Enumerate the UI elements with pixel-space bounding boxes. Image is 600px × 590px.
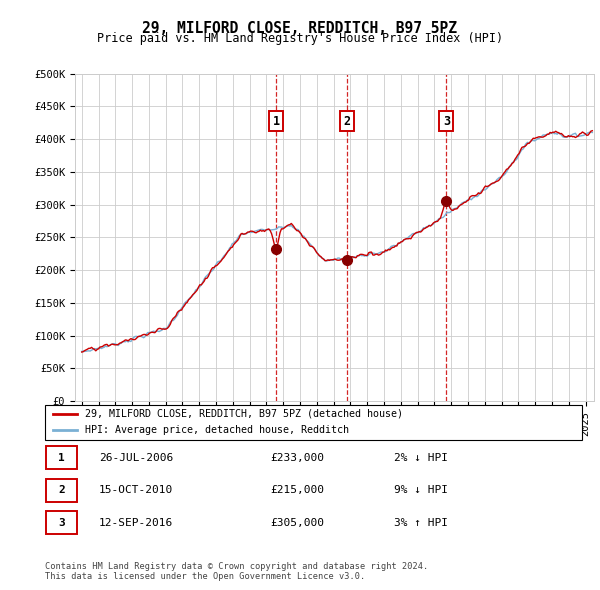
Text: 3: 3	[443, 114, 450, 127]
Text: 29, MILFORD CLOSE, REDDITCH, B97 5PZ: 29, MILFORD CLOSE, REDDITCH, B97 5PZ	[143, 21, 458, 35]
Text: 2: 2	[343, 114, 350, 127]
Text: 1: 1	[58, 453, 65, 463]
Text: 9% ↓ HPI: 9% ↓ HPI	[394, 486, 448, 495]
Text: £305,000: £305,000	[271, 518, 325, 527]
Text: 3% ↑ HPI: 3% ↑ HPI	[394, 518, 448, 527]
Bar	[46, 511, 77, 535]
Text: £233,000: £233,000	[271, 453, 325, 463]
Text: £215,000: £215,000	[271, 486, 325, 495]
Bar	[46, 447, 77, 470]
Text: 12-SEP-2016: 12-SEP-2016	[98, 518, 173, 527]
Text: 3: 3	[58, 518, 65, 527]
Text: 26-JUL-2006: 26-JUL-2006	[98, 453, 173, 463]
Text: This data is licensed under the Open Government Licence v3.0.: This data is licensed under the Open Gov…	[45, 572, 365, 581]
Text: 15-OCT-2010: 15-OCT-2010	[98, 486, 173, 495]
Text: 2% ↓ HPI: 2% ↓ HPI	[394, 453, 448, 463]
Text: 29, MILFORD CLOSE, REDDITCH, B97 5PZ (detached house): 29, MILFORD CLOSE, REDDITCH, B97 5PZ (de…	[85, 409, 403, 419]
Text: 1: 1	[272, 114, 280, 127]
Bar	[46, 479, 77, 502]
Text: 2: 2	[58, 486, 65, 495]
Text: Price paid vs. HM Land Registry's House Price Index (HPI): Price paid vs. HM Land Registry's House …	[97, 32, 503, 45]
Text: HPI: Average price, detached house, Redditch: HPI: Average price, detached house, Redd…	[85, 425, 349, 435]
Text: Contains HM Land Registry data © Crown copyright and database right 2024.: Contains HM Land Registry data © Crown c…	[45, 562, 428, 571]
